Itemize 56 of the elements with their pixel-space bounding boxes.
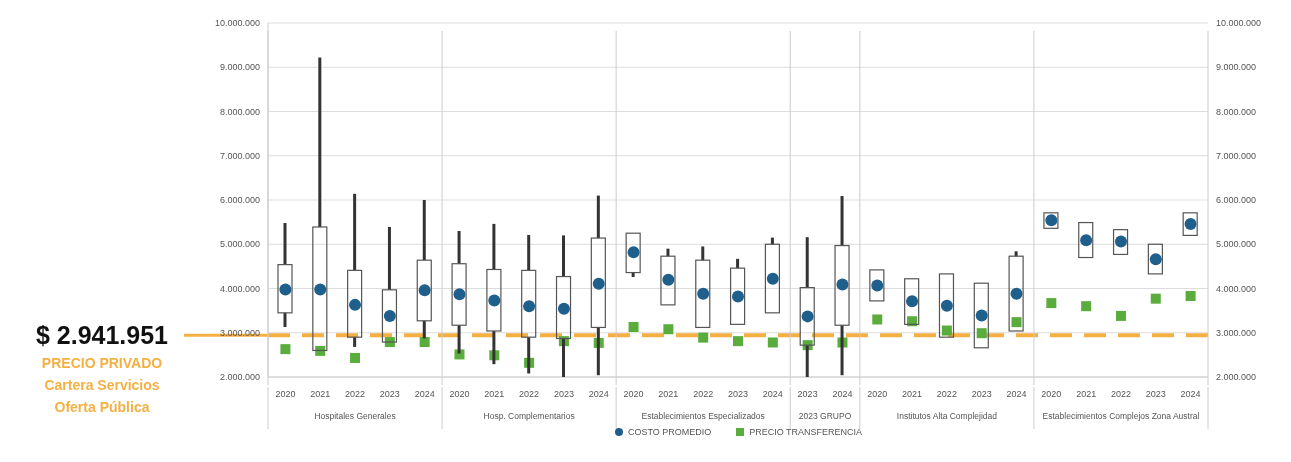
text: Institutos Alta Complejidad [896,411,998,421]
x-tick-label: 2024 [1006,389,1027,399]
text: Hosp. Complementarios [483,411,575,421]
x-tick-label: 2024 [832,389,853,399]
x-tick-label: 2022 [936,389,957,399]
text: Cartera Servicios [44,377,160,394]
x-tick-label: 2020 [623,389,644,399]
x-tick-label: 2024 [588,389,609,399]
x-tick-label: 2024 [762,389,783,399]
y2-tick-label: 10.000.000 [1216,18,1262,29]
y2-tick-label: 2.000.000 [1216,372,1257,383]
x-tick-label: 2021 [1076,389,1097,399]
text: Establecimientos Complejos Zona Austral [1042,411,1200,421]
y2-tick-label: 5.000.000 [1216,239,1257,250]
x-tick-label: 2022 [345,389,366,399]
text: Establecimientos Especializados [641,411,765,421]
text: Hospitales Generales [314,411,396,421]
text: 2023 GRUPO [798,411,852,421]
x-tick-label: 2023 [379,389,400,399]
x-tick-label: 2022 [519,389,540,399]
x-tick-label: 2020 [275,389,296,399]
text: Oferta Pública [54,399,150,416]
y2-tick-label: 8.000.000 [1216,106,1257,117]
x-tick-label: 2024 [414,389,435,399]
y-tick-label: 6.000.000 [219,195,260,206]
text: PRECIO PRIVADO [41,355,163,372]
x-tick-label: 2022 [1110,389,1131,399]
x-tick-label: 2024 [1180,389,1201,399]
legend-label: COSTO PROMEDIO [626,427,712,437]
x-tick-label: 2023 [727,389,749,399]
y-tick-label: 5.000.000 [219,239,260,250]
x-tick-label: 2021 [310,389,331,399]
y-tick-label: 2.000.000 [219,372,260,383]
x-tick-label: 2021 [902,389,923,399]
x-tick-label: 2020 [1041,389,1062,399]
x-tick-label: 2021 [484,389,505,399]
x-tick-label: 2023 [971,389,992,399]
y2-tick-label: 6.000.000 [1216,195,1257,206]
y-tick-label: 10.000.000 [214,18,260,29]
y2-tick-label: 4.000.000 [1216,283,1257,294]
y-tick-label: 9.000.000 [219,62,260,73]
legend-label: PRECIO TRANSFERENCIA [748,427,863,437]
y2-tick-label: 9.000.000 [1216,62,1257,73]
y-tick-label: 7.000.000 [219,150,260,161]
x-tick-label: 2023 [553,389,574,399]
y-tick-label: 8.000.000 [219,106,260,117]
x-tick-label: 2023 [1145,389,1166,399]
ref-line-label: $ 2.941.951 [35,321,169,350]
x-tick-label: 2020 [449,389,470,399]
y2-tick-label: 7.000.000 [1216,150,1257,161]
x-tick-label: 2020 [867,389,888,399]
x-tick-label: 2023 [797,389,818,399]
y2-tick-label: 3.000.000 [1216,327,1257,338]
x-tick-label: 2021 [658,389,679,399]
x-tick-label: 2022 [693,389,714,399]
y-tick-label: 4.000.000 [219,283,260,294]
